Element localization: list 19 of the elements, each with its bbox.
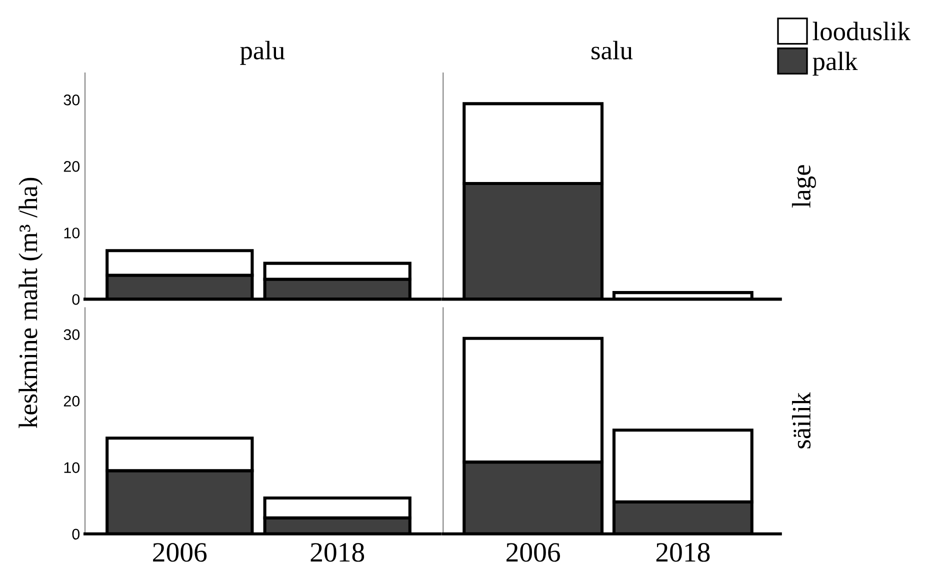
x-tick-label: 2018 xyxy=(310,543,364,562)
y-tick-label: 10 xyxy=(64,462,80,474)
chart-title: salu xyxy=(592,40,633,60)
y-tick-label: 0 xyxy=(72,294,80,305)
y-tick-label: 20 xyxy=(64,161,80,172)
y-axis-title: keskmine maht (m³ /ha) xyxy=(18,178,43,428)
x-tick-label: 2006 xyxy=(153,543,207,562)
legend-label: looduslik xyxy=(812,22,911,40)
x-tick-label: 2006 xyxy=(506,543,560,562)
y-tick-label: 30 xyxy=(64,94,80,106)
y-tick-label: 30 xyxy=(64,329,80,340)
y-tick-label: 20 xyxy=(64,396,80,407)
chart-title: palu xyxy=(240,40,285,65)
legend-label: palk xyxy=(812,52,858,76)
x-tick-label: 2018 xyxy=(656,543,710,562)
y2-axis-title: säilik xyxy=(792,392,811,448)
y2-axis-title: lage xyxy=(792,165,816,208)
y-tick-label: 0 xyxy=(72,528,80,540)
y-tick-label: 10 xyxy=(64,228,80,238)
